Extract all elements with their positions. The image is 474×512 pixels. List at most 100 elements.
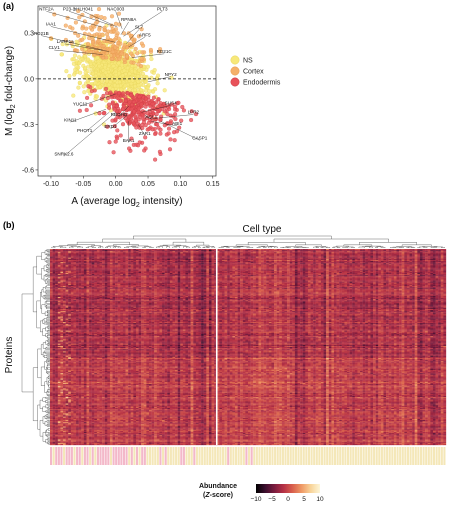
heatmap-cell — [389, 264, 392, 265]
heatmap-cell — [389, 258, 392, 259]
heatmap-cell — [287, 259, 290, 260]
heatmap-cell — [68, 264, 71, 265]
data-point — [73, 68, 77, 72]
heatmap-cell — [175, 254, 178, 255]
heatmap-cell — [350, 259, 353, 260]
heatmap-cell — [94, 264, 97, 265]
heatmap-cell — [115, 260, 118, 261]
heatmap-cell — [295, 252, 298, 253]
heatmap-cell — [110, 259, 113, 260]
heatmap-cell — [146, 251, 149, 252]
heatmap-cell — [146, 253, 149, 254]
heatmap-cell — [311, 260, 314, 261]
heatmap-cell — [92, 261, 95, 262]
heatmap-cell — [152, 259, 155, 260]
data-point — [136, 74, 140, 78]
heatmap-cell — [378, 252, 381, 253]
heatmap-cell — [107, 249, 110, 250]
x-tick-label: -0.10 — [43, 181, 59, 188]
heatmap-cell — [311, 249, 314, 250]
heatmap-cell — [139, 256, 142, 257]
heatmap-cell — [68, 265, 71, 266]
heatmap-cell — [420, 262, 423, 263]
heatmap-cell — [162, 256, 165, 257]
heatmap-cell — [185, 257, 188, 258]
heatmap-cell — [397, 250, 400, 251]
data-point — [117, 57, 121, 61]
heatmap-cell — [261, 256, 264, 257]
heatmap-cell — [303, 260, 306, 261]
heatmap-cell — [94, 259, 97, 260]
heatmap-cell — [193, 257, 196, 258]
heatmap-cell — [376, 250, 379, 251]
heatmap-cell — [71, 254, 74, 255]
heatmap-cell — [337, 260, 340, 261]
data-point — [82, 75, 86, 79]
heatmap-cell — [438, 249, 441, 250]
heatmap-cell — [441, 250, 444, 251]
heatmap-cell — [251, 264, 254, 265]
data-point — [126, 76, 130, 80]
heatmap-cell — [84, 249, 87, 250]
heatmap-cell — [365, 250, 368, 251]
heatmap-cell — [188, 258, 191, 259]
gene-label: IAA1 — [46, 22, 56, 27]
heatmap-cell — [334, 257, 337, 258]
heatmap-cell — [58, 250, 61, 251]
heatmap-cell — [344, 251, 347, 252]
gene-label: PLT3 — [157, 7, 168, 12]
heatmap-cell — [251, 260, 254, 261]
heatmap-cell — [316, 250, 319, 251]
heatmap-cell — [274, 251, 277, 252]
heatmap-cell — [313, 260, 316, 261]
heatmap-cell — [404, 261, 407, 262]
heatmap-cell — [191, 259, 194, 260]
heatmap-cell — [222, 257, 225, 258]
heatmap-cell — [313, 254, 316, 255]
heatmap-cell — [107, 263, 110, 264]
data-point — [146, 65, 150, 69]
heatmap-cell — [316, 259, 319, 260]
heatmap-cell — [370, 252, 373, 253]
heatmap-cell — [342, 254, 345, 255]
heatmap-cell — [290, 249, 293, 250]
heatmap-cell — [303, 250, 306, 251]
heatmap-cell — [251, 259, 254, 260]
heatmap-cell — [342, 249, 345, 250]
heatmap-cell — [370, 254, 373, 255]
heatmap-cell — [423, 256, 426, 257]
heatmap-cell — [428, 252, 431, 253]
heatmap-cell — [139, 253, 142, 254]
heatmap-cell — [193, 256, 196, 257]
heatmap-cell — [407, 259, 410, 260]
heatmap-cell — [383, 256, 386, 257]
heatmap-cell — [144, 261, 147, 262]
heatmap-cell — [428, 262, 431, 263]
heatmap-cell — [410, 253, 413, 254]
heatmap-cell — [219, 262, 222, 263]
heatmap-cell — [131, 250, 134, 251]
data-point — [83, 54, 87, 58]
heatmap-cell — [321, 250, 324, 251]
heatmap-cell — [141, 254, 144, 255]
heatmap-cell — [94, 258, 97, 259]
heatmap-cell — [331, 251, 334, 252]
heatmap-cell — [282, 260, 285, 261]
heatmap-cell — [81, 253, 84, 254]
heatmap-cell — [373, 261, 376, 262]
heatmap-cell — [378, 262, 381, 263]
heatmap-cell — [230, 257, 233, 258]
heatmap-cell — [167, 251, 170, 252]
heatmap-cell — [193, 254, 196, 255]
heatmap-cell — [165, 263, 168, 264]
heatmap-cell — [428, 260, 431, 261]
heatmap-cell — [410, 249, 413, 250]
heatmap-cell — [284, 261, 287, 262]
heatmap-cell — [339, 257, 342, 258]
heatmap-cell — [165, 261, 168, 262]
heatmap-cell — [295, 256, 298, 257]
heatmap-cell — [81, 250, 84, 251]
heatmap-cell — [102, 260, 105, 261]
heatmap-cell — [331, 256, 334, 257]
data-point — [114, 140, 118, 144]
